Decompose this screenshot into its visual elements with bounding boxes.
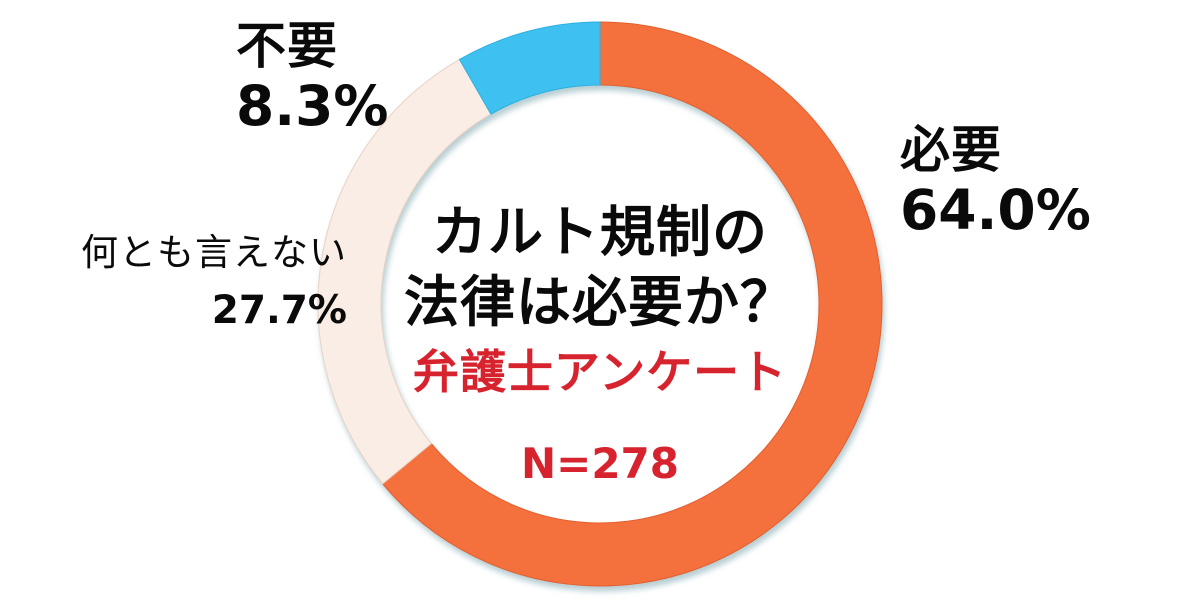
chart-subtitle: 弁護士アンケート — [412, 344, 788, 399]
segment-label-neutral-name: 何とも言えない — [81, 231, 347, 274]
segment-label-unnecessary-name: 不要 — [236, 17, 338, 75]
chart-title-line1: カルト規制の — [431, 200, 768, 264]
sample-size-note: N=278 — [520, 439, 679, 489]
donut-segment-necessary — [382, 21, 883, 587]
segment-label-neutral-pct: 27.7% — [211, 288, 347, 334]
donut-segment-unnecessary — [458, 21, 601, 115]
segment-label-unnecessary: 不要 8.3% — [236, 17, 389, 138]
chart-center-text: カルト規制の 法律は必要か？ 弁護士アンケート N=278 — [380, 198, 820, 490]
donut-segment-neutral — [317, 58, 492, 485]
segment-label-neutral: 何とも言えない 27.7% — [81, 230, 347, 333]
segment-label-necessary-name: 必要 — [900, 121, 1002, 179]
segment-label-necessary-pct: 64.0% — [900, 177, 1091, 242]
segment-label-unnecessary-pct: 8.3% — [236, 73, 389, 138]
chart-title-line2: 法律は必要か？ — [403, 269, 796, 334]
segment-label-necessary: 必要 64.0% — [900, 121, 1091, 242]
